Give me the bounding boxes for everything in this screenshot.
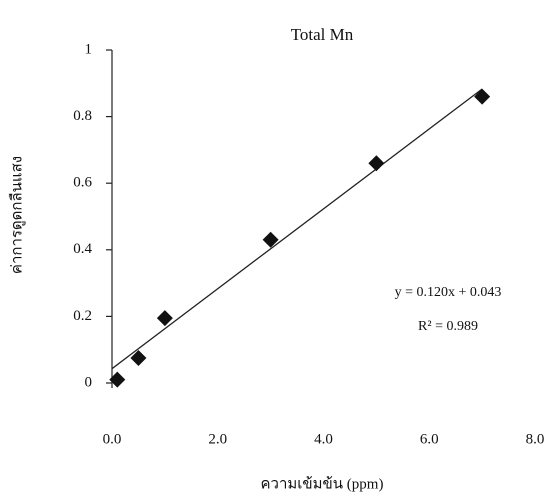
y-tick-label: 0.4: [73, 241, 92, 257]
point: [157, 310, 173, 326]
y-tick-label: 0.2: [73, 308, 92, 324]
y-tick-label: 0.8: [73, 108, 92, 124]
y-axis-label: ค่าการดูดกลืนแสง: [8, 156, 25, 274]
x-tick-label: 6.0: [420, 431, 439, 447]
x-tick-label: 2.0: [208, 431, 227, 447]
y-tick-label: 0: [85, 374, 93, 390]
trendline-equation: y = 0.120x + 0.043: [395, 285, 502, 300]
point: [368, 155, 384, 171]
x-axis-label: ความเข้มข้น (ppm): [261, 475, 384, 492]
x-tick-label: 0.0: [103, 431, 122, 447]
y-tick-label: 0.6: [73, 175, 92, 191]
chart-title: Total Mn: [291, 25, 354, 44]
x-tick-label: 4.0: [314, 431, 333, 447]
r-squared: R² = 0.989: [418, 319, 478, 334]
y-tick-label: 1: [85, 41, 93, 57]
chart: Total Mn ความเข้มข้น (ppm) ค่าการดูดกลืน…: [0, 0, 550, 497]
x-tick-label: 8.0: [526, 431, 545, 447]
point: [474, 89, 490, 105]
point: [263, 232, 279, 248]
